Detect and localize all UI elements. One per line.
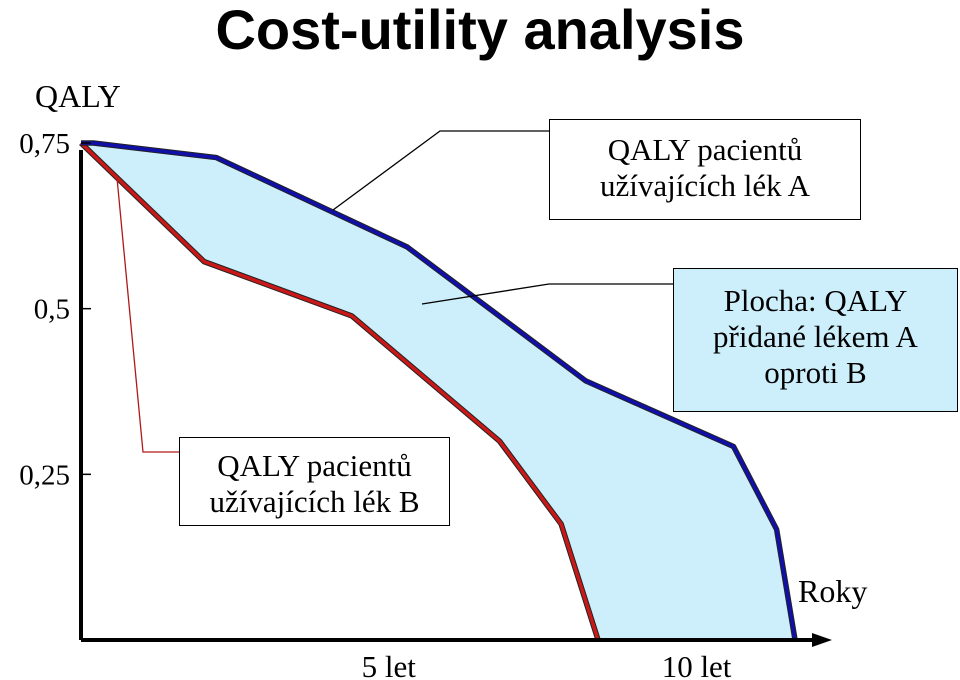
leader-lines [116,130,673,453]
series-line-drug-b [79,141,600,641]
leader-line-area [421,283,673,305]
axes [79,150,832,647]
callout-area-line2: přidané lékem A [713,319,918,354]
x-axis-arrow [812,633,832,647]
leader-line-a [332,130,549,211]
area-between-curves [81,143,796,640]
y-tick-label: 0,25 [19,459,70,491]
y-axis-label: QALY [35,78,121,114]
callout-drug-a: QALY pacientů užívajících lék A [549,119,861,220]
callout-a-line2: užívajících lék A [599,168,811,203]
leader-line-b [116,177,179,453]
x-tick-label: 5 let [362,649,417,680]
y-tick-label: 0,75 [19,128,70,160]
callout-area-line3: oproti B [764,355,867,390]
area-fill [81,143,796,640]
callout-b-line2: užívajících lék B [209,484,420,519]
x-axis-label: Roky [798,573,867,609]
y-tick-label: 0,5 [34,294,70,326]
callout-b-line1: QALY pacientů [217,448,412,483]
chart-title: Cost-utility analysis [215,0,745,61]
series-line-drug-a [81,141,797,641]
callout-drug-b: QALY pacientů užívajících lék B [179,437,450,526]
x-tick-label: 10 let [662,649,732,680]
callout-area-line1: Plocha: QALY [723,283,908,318]
callout-area: Plocha: QALY přidané lékem A oproti B [673,268,958,412]
callout-a-line1: QALY pacientů [607,132,803,167]
